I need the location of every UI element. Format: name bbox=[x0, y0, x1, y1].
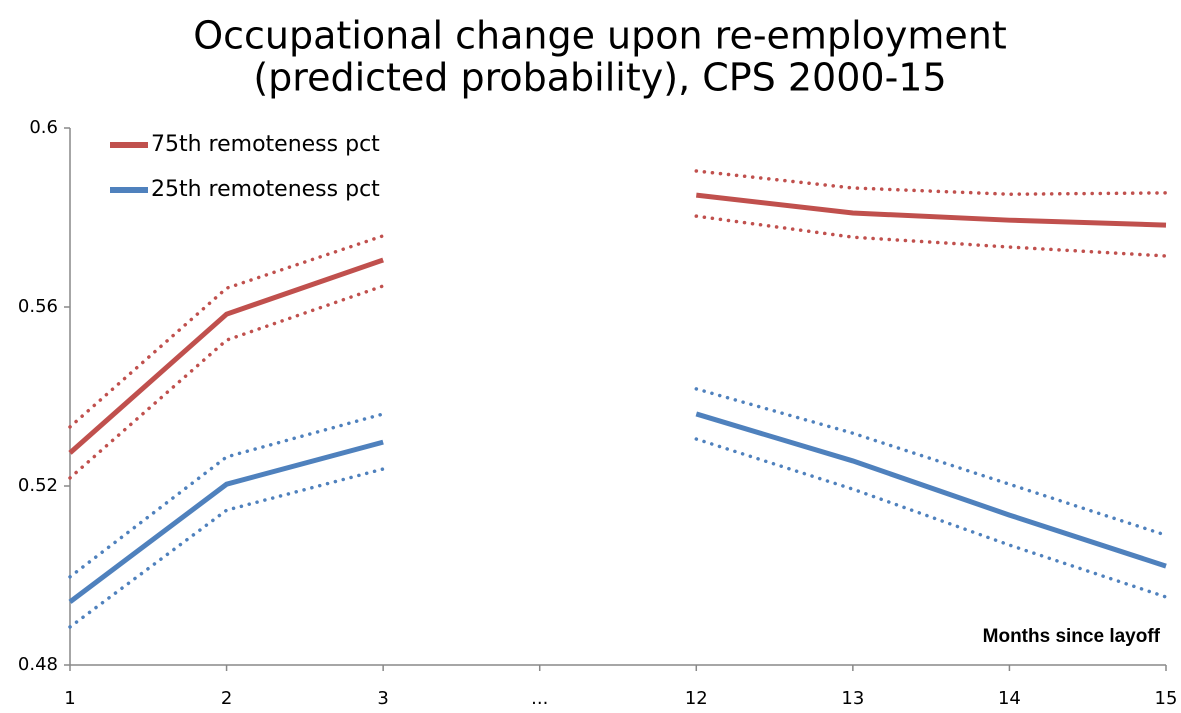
ci-lower-line bbox=[68, 214, 1168, 480]
legend-label: 75th remoteness pct bbox=[151, 132, 380, 157]
chart-title: (predicted probability), CPS 2000-15 bbox=[253, 56, 946, 100]
ci-upper-line bbox=[68, 387, 1168, 579]
x-tick-label: 13 bbox=[841, 688, 864, 709]
x-axis-label: Months since layoff bbox=[983, 626, 1161, 647]
x-tick-label: 3 bbox=[377, 688, 388, 709]
legend-label: 25th remoteness pct bbox=[151, 177, 380, 202]
x-tick-label: 15 bbox=[1155, 688, 1178, 709]
x-tick-label: ... bbox=[531, 688, 548, 709]
x-tick-label: 12 bbox=[685, 688, 708, 709]
series-line bbox=[68, 411, 1167, 604]
y-tick-label: 0.52 bbox=[18, 475, 58, 496]
x-tick-label: 2 bbox=[221, 688, 232, 709]
y-tick-label: 0.48 bbox=[18, 654, 58, 675]
ci-upper-line bbox=[68, 169, 1168, 429]
ci-lower-line bbox=[68, 437, 1168, 629]
y-tick-label: 0.6 bbox=[29, 117, 58, 138]
series-line bbox=[68, 192, 1167, 455]
chart-title: Occupational change upon re-employment bbox=[193, 14, 1007, 58]
x-tick-label: 1 bbox=[64, 688, 75, 709]
x-tick-label: 14 bbox=[998, 688, 1021, 709]
y-tick-label: 0.56 bbox=[18, 296, 58, 317]
